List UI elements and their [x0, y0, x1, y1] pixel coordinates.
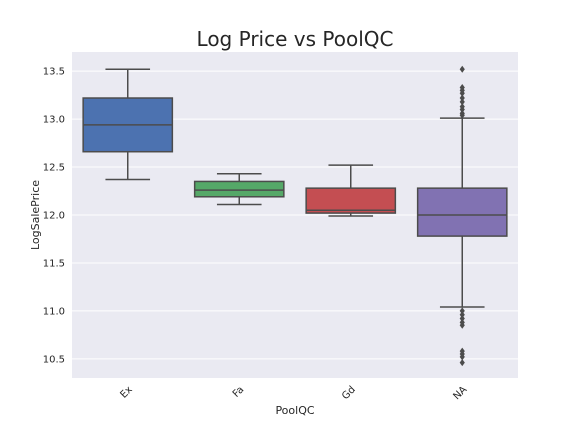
y-tick-label: 13.0: [43, 115, 65, 126]
outlier-point: [459, 109, 465, 117]
x-axis-label: PoolQC: [275, 404, 314, 417]
box-body: [416, 187, 508, 237]
outlier-point: [459, 94, 465, 102]
chart-title: Log Price vs PoolQC: [197, 27, 394, 51]
box-body: [193, 180, 285, 198]
x-axis-ticks: Ex Fa Gd NA: [118, 384, 469, 402]
outlier-point: [459, 318, 465, 326]
y-tick-label: 11.5: [43, 258, 65, 269]
outlier-point: [459, 98, 465, 106]
y-tick-label: 12.5: [43, 163, 65, 174]
box-body: [305, 187, 397, 214]
outlier-point: [459, 83, 465, 91]
box-na: [416, 65, 508, 367]
y-tick-label: 11.0: [43, 306, 65, 317]
y-tick-label: 10.5: [43, 354, 65, 365]
y-axis-label: LogSalePrice: [29, 180, 42, 250]
y-tick-label: 12.0: [43, 211, 65, 222]
outlier-point: [459, 307, 465, 315]
box-ex: [82, 68, 174, 181]
outlier-point: [459, 103, 465, 111]
box-gd: [305, 164, 397, 217]
outlier-point: [459, 359, 465, 367]
y-tick-label: 13.5: [43, 67, 65, 78]
outlier-point: [459, 65, 465, 73]
outlier-point: [459, 347, 465, 355]
outlier-point: [459, 315, 465, 323]
y-axis-ticks: 10.5 11.0 11.5 12.0 12.5 13.0 13.5: [43, 67, 65, 366]
box-fa: [193, 173, 285, 206]
outlier-point: [459, 311, 465, 319]
boxes: [82, 65, 508, 367]
